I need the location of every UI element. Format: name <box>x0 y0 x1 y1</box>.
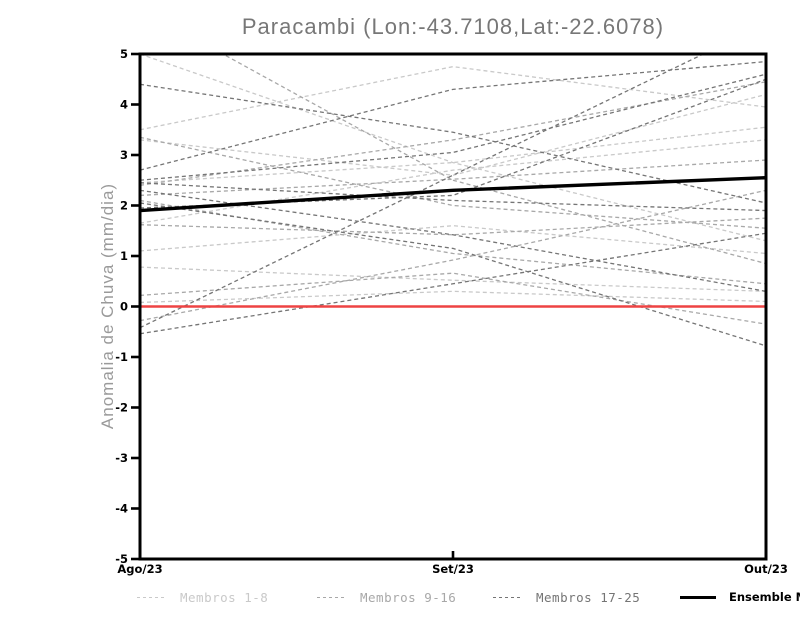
legend-item-membros-17-25: Membros 17-25 <box>493 589 641 605</box>
y-tick-label: -3 <box>115 451 128 465</box>
dashed-line-swatch <box>137 596 167 598</box>
member-line <box>140 54 766 242</box>
x-tick-label: Out/23 <box>744 562 788 576</box>
member-line <box>140 65 766 131</box>
legend-label: Membros 9-16 <box>360 589 457 605</box>
x-tick-label: Set/23 <box>432 562 474 576</box>
member-line <box>221 54 766 265</box>
dashed-line-swatch <box>317 596 347 598</box>
y-tick-label: 5 <box>120 47 128 61</box>
legend-label: Ensemble Mean <box>729 590 800 604</box>
member-line <box>140 232 766 335</box>
member-line <box>140 266 766 292</box>
member-line <box>140 182 766 212</box>
member-line <box>140 81 766 186</box>
chart-title: Paracambi (Lon:-43.7108,Lat:-22.6078) <box>241 14 665 39</box>
member-line <box>140 136 766 229</box>
legend-label: Membros 17-25 <box>536 589 641 605</box>
legend-item-membros-1-8: Membros 1-8 <box>137 589 269 605</box>
y-tick-label: -1 <box>115 350 128 364</box>
y-tick-label: 2 <box>120 199 128 213</box>
legend-label: Membros 1-8 <box>180 589 269 605</box>
legend-item-ensemble-mean: Ensemble Mean <box>680 590 800 604</box>
member-line <box>140 225 766 255</box>
solid-line-swatch <box>680 595 716 599</box>
member-line <box>140 189 766 322</box>
member-line <box>140 126 766 184</box>
y-tick-label: 0 <box>120 300 128 314</box>
member-line <box>140 54 705 329</box>
series-group <box>140 54 766 347</box>
y-tick-label: -4 <box>115 502 128 516</box>
x-tick-label: Ago/23 <box>117 562 162 576</box>
plot-frame <box>138 52 768 561</box>
y-tick-label: -5 <box>115 552 128 566</box>
member-line <box>140 217 766 236</box>
member-line <box>140 290 766 304</box>
legend-item-membros-9-16: Membros 9-16 <box>317 589 457 605</box>
member-line <box>140 83 766 204</box>
y-tick-label: 1 <box>120 249 128 263</box>
ensemble-mean-line <box>140 176 766 213</box>
member-line <box>140 60 766 171</box>
member-line <box>140 73 766 181</box>
member-line <box>140 202 766 347</box>
y-tick-label: 4 <box>120 98 128 112</box>
dashed-line-swatch <box>493 596 523 598</box>
y-tick-label: -2 <box>115 401 128 415</box>
member-line <box>140 78 766 209</box>
y-tick-label: 3 <box>120 148 128 162</box>
